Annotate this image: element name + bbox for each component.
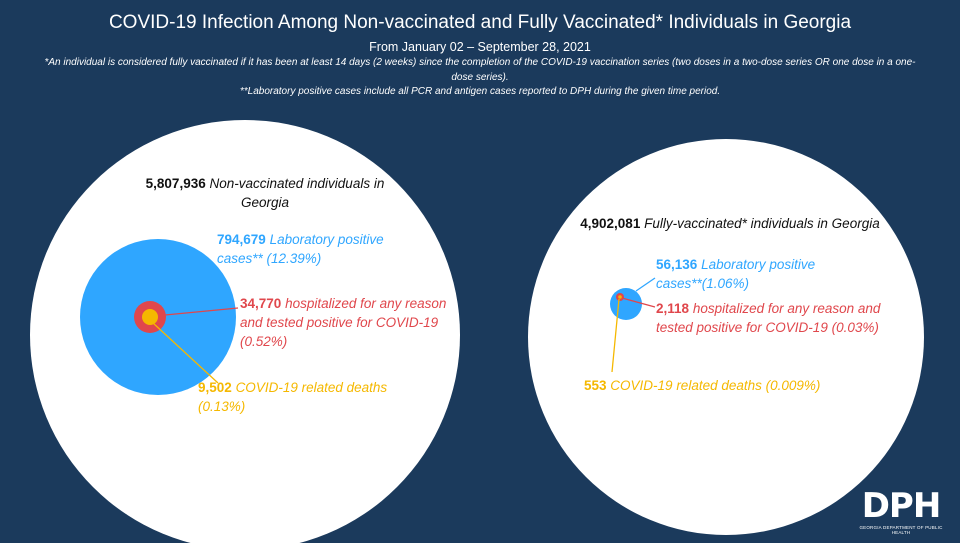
dph-logo-text: DPH — [861, 486, 942, 526]
fully-vaccinated-lab-leader — [635, 277, 656, 292]
fully-vaccinated-hospitalized-label: 2,118 hospitalized for any reason and te… — [656, 301, 881, 335]
footnote-lab-positive-definition: **Laboratory positive cases include all … — [239, 86, 721, 97]
non-vaccinated-deaths-circle — [142, 309, 158, 325]
non-vaccinated-deaths-leader — [152, 322, 219, 384]
non-vaccinated-population-label: 5,807,936 Non-vaccinated individuals in … — [145, 176, 385, 210]
fully-vaccinated-lab-positive-label: 56,136 Laboratory positive cases**(1.06%… — [656, 257, 816, 291]
fully-vaccinated-deaths-leader — [611, 298, 620, 373]
non-vaccinated-lab-positive-label: 794,679 Laboratory positive cases** (12.… — [217, 232, 384, 266]
page-title: COVID-19 Infection Among Non-vaccinated … — [108, 12, 852, 33]
dph-logo-subtext: GEORGIA DEPARTMENT OF PUBLIC HEALTH — [859, 525, 943, 535]
fully-vaccinated-deaths-circle — [618, 295, 622, 299]
footnote-fully-vaccinated-definition: *An individual is considered fully vacci… — [44, 57, 916, 83]
fully-vaccinated-deaths-label: 553 COVID-19 related deaths (0.009%) — [584, 378, 821, 393]
dph-logo: DPH GEORGIA DEPARTMENT OF PUBLIC HEALTH — [856, 488, 946, 536]
fully-vaccinated-population-label: 4,902,081 Fully-vaccinated* individuals … — [580, 216, 880, 231]
fully-vaccinated-population-circle — [528, 139, 924, 535]
date-range-subtitle: From January 02 – September 28, 2021 — [369, 40, 591, 54]
non-vaccinated-hospitalized-leader — [164, 307, 239, 316]
non-vaccinated-hospitalized-label: 34,770 hospitalized for any reason and t… — [240, 296, 447, 349]
non-vaccinated-deaths-label: 9,502 COVID-19 related deaths (0.13%) — [198, 380, 388, 414]
fully-vaccinated-lab-positive-circle — [610, 288, 642, 320]
non-vaccinated-population-circle — [30, 120, 460, 543]
fully-vaccinated-hospitalized-leader — [621, 297, 656, 308]
